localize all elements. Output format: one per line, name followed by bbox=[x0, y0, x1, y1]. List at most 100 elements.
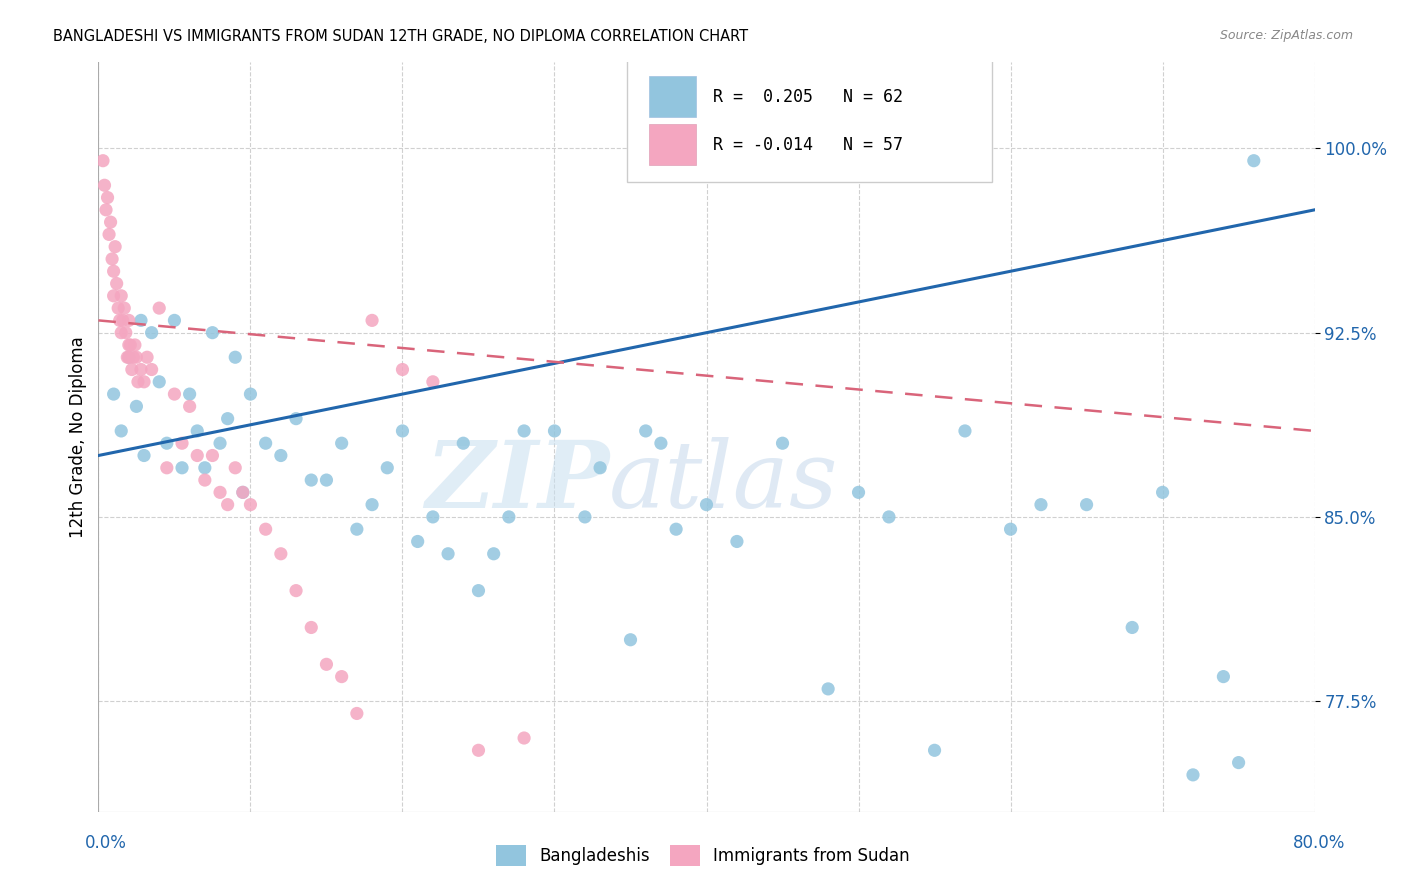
Text: R = -0.014   N = 57: R = -0.014 N = 57 bbox=[713, 136, 903, 153]
Point bbox=[848, 485, 870, 500]
Point bbox=[1212, 670, 1234, 684]
FancyBboxPatch shape bbox=[627, 59, 993, 182]
Text: atlas: atlas bbox=[609, 437, 839, 527]
Point bbox=[1029, 498, 1052, 512]
Point bbox=[1000, 522, 1022, 536]
FancyBboxPatch shape bbox=[650, 124, 696, 165]
Point bbox=[103, 387, 125, 401]
Point bbox=[254, 436, 277, 450]
Point bbox=[118, 313, 141, 327]
Point bbox=[315, 657, 337, 672]
Point bbox=[924, 743, 946, 757]
Point bbox=[513, 731, 536, 745]
Point bbox=[953, 424, 976, 438]
Point bbox=[422, 510, 444, 524]
Point bbox=[124, 338, 146, 352]
Point bbox=[299, 473, 322, 487]
Point bbox=[467, 743, 489, 757]
Point bbox=[117, 350, 139, 364]
Point bbox=[817, 681, 839, 696]
Point bbox=[513, 424, 536, 438]
Point bbox=[619, 632, 641, 647]
Point bbox=[217, 498, 239, 512]
Point bbox=[179, 400, 201, 414]
Point bbox=[650, 436, 672, 450]
Point bbox=[170, 436, 193, 450]
Text: 80.0%: 80.0% bbox=[1292, 834, 1346, 852]
Point bbox=[132, 449, 155, 463]
Point bbox=[543, 424, 565, 438]
Point bbox=[127, 375, 149, 389]
Point bbox=[98, 227, 121, 242]
Point bbox=[285, 411, 308, 425]
Point bbox=[772, 436, 794, 450]
Text: BANGLADESHI VS IMMIGRANTS FROM SUDAN 12TH GRADE, NO DIPLOMA CORRELATION CHART: BANGLADESHI VS IMMIGRANTS FROM SUDAN 12T… bbox=[53, 29, 748, 44]
Point bbox=[132, 375, 155, 389]
Point bbox=[482, 547, 505, 561]
Point bbox=[108, 313, 131, 327]
Point bbox=[696, 498, 718, 512]
Point bbox=[107, 301, 129, 315]
Point bbox=[120, 338, 142, 352]
Text: R =  0.205   N = 62: R = 0.205 N = 62 bbox=[713, 88, 903, 106]
Point bbox=[285, 583, 308, 598]
Point bbox=[94, 202, 117, 217]
Point bbox=[125, 350, 148, 364]
Point bbox=[1227, 756, 1250, 770]
Point bbox=[270, 547, 292, 561]
Point bbox=[239, 498, 262, 512]
Point bbox=[105, 277, 128, 291]
Point bbox=[100, 215, 122, 229]
Point bbox=[114, 326, 136, 340]
Point bbox=[467, 583, 489, 598]
Point bbox=[194, 460, 217, 475]
Point bbox=[634, 424, 657, 438]
Point bbox=[122, 350, 145, 364]
Point bbox=[104, 240, 127, 254]
Point bbox=[121, 362, 143, 376]
Point bbox=[254, 522, 277, 536]
Point bbox=[498, 510, 520, 524]
Point bbox=[1076, 498, 1098, 512]
Point bbox=[422, 375, 444, 389]
Point bbox=[217, 411, 239, 425]
Point bbox=[129, 313, 152, 327]
Point bbox=[194, 473, 217, 487]
Point bbox=[141, 326, 163, 340]
Point bbox=[103, 289, 125, 303]
Point bbox=[346, 706, 368, 721]
Text: Source: ZipAtlas.com: Source: ZipAtlas.com bbox=[1219, 29, 1353, 42]
Point bbox=[163, 313, 186, 327]
Point bbox=[111, 313, 134, 327]
Point bbox=[589, 460, 612, 475]
Point bbox=[110, 424, 132, 438]
Point bbox=[93, 178, 115, 193]
Point bbox=[346, 522, 368, 536]
Point bbox=[877, 510, 900, 524]
Point bbox=[453, 436, 475, 450]
Legend: Bangladeshis, Immigrants from Sudan: Bangladeshis, Immigrants from Sudan bbox=[489, 838, 917, 873]
Point bbox=[1182, 768, 1205, 782]
Point bbox=[170, 460, 193, 475]
Point bbox=[141, 362, 163, 376]
Point bbox=[315, 473, 337, 487]
Point bbox=[574, 510, 596, 524]
Text: ZIP: ZIP bbox=[425, 437, 609, 527]
Point bbox=[209, 436, 232, 450]
Point bbox=[665, 522, 688, 536]
Point bbox=[118, 338, 141, 352]
Y-axis label: 12th Grade, No Diploma: 12th Grade, No Diploma bbox=[69, 336, 87, 538]
Point bbox=[186, 449, 208, 463]
Point bbox=[103, 264, 125, 278]
Text: 0.0%: 0.0% bbox=[84, 834, 127, 852]
Point bbox=[96, 190, 118, 204]
Point bbox=[156, 436, 179, 450]
Point bbox=[91, 153, 114, 168]
Point bbox=[224, 350, 246, 364]
Point bbox=[232, 485, 254, 500]
Point bbox=[239, 387, 262, 401]
Point bbox=[391, 362, 413, 376]
Point bbox=[361, 313, 384, 327]
Point bbox=[118, 350, 141, 364]
Point bbox=[112, 301, 135, 315]
